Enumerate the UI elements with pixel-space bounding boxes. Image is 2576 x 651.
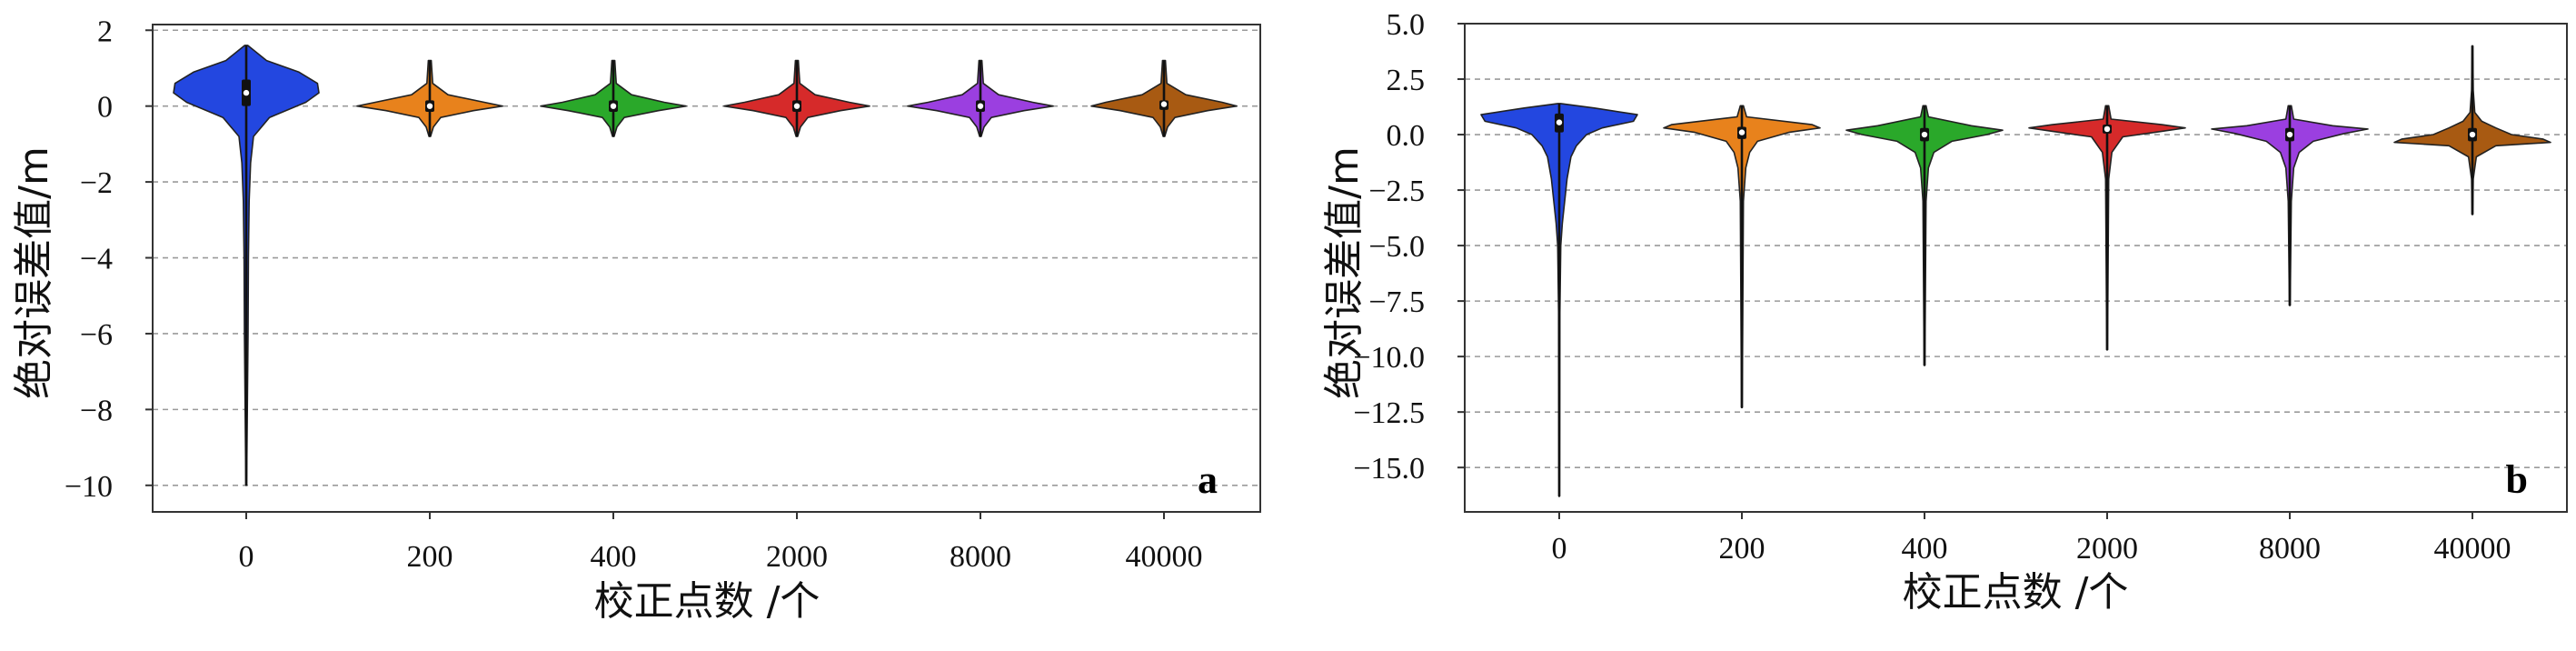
x-tick-label: 400 [1902, 532, 1948, 566]
panel-a-letter: a [1198, 457, 1218, 502]
panel-a-y-axis-title: 绝对误差值/m [11, 146, 57, 399]
panel-b: 5.0 2.5 0.0 −2.5 −5.0 −7.5 −10.0 −12.5 −15.0 0 20… [1321, 8, 2568, 616]
x-tick-label: 40000 [1126, 540, 1203, 574]
x-tick-label: 0 [1552, 532, 1567, 566]
y-tick-label: −2 [80, 166, 113, 200]
y-tick-label: −6 [80, 318, 113, 352]
y-tick-label: 0.0 [1387, 119, 1426, 153]
panel-b-violins [1480, 45, 2551, 497]
panel-a-gridlines [153, 29, 1260, 486]
y-tick-label: 2.5 [1387, 64, 1426, 97]
x-tick-label: 8000 [2259, 532, 2321, 566]
y-tick-label: −15.0 [1353, 452, 1425, 486]
y-tick-label: 0 [97, 91, 113, 125]
panel-b-plot-frame [1464, 23, 2568, 513]
x-tick-label: 200 [407, 540, 453, 574]
y-tick-label: −5.0 [1368, 230, 1425, 264]
violin-median-200 [426, 103, 433, 109]
panel-b-y-ticks: 5.0 2.5 0.0 −2.5 −5.0 −7.5 −10.0 −12.5 −15.0 [1353, 8, 1465, 486]
y-tick-label: 5.0 [1387, 8, 1426, 42]
y-tick-label: 2 [97, 15, 113, 48]
x-tick-label: 2000 [2076, 532, 2138, 566]
panel-a-violins [173, 45, 1238, 486]
x-tick-label: 2000 [766, 540, 828, 574]
y-tick-label: −4 [80, 243, 113, 276]
violin-median-400 [1921, 131, 1928, 138]
violin-median-8000 [2286, 131, 2293, 138]
violin-median-40000 [1160, 101, 1168, 107]
panel-b-x-axis-title: 校正点数 /个 [1903, 569, 2129, 616]
violin-median-8000 [977, 103, 984, 109]
y-tick-label: −10 [65, 470, 113, 504]
x-tick-label: 8000 [950, 540, 1011, 574]
panel-b-x-ticks: 0 200 400 2000 8000 40000 [1552, 512, 2511, 566]
y-tick-label: −8 [80, 394, 113, 427]
violin-median-200 [1738, 129, 1746, 135]
panel-a: 2 0 −2 −4 −6 −8 −10 0 200 400 2000 8000 40000 a 校正点… [11, 15, 1261, 625]
violin-median-0 [1556, 119, 1563, 125]
panel-a-y-ticks: 2 0 −2 −4 −6 −8 −10 [65, 15, 153, 504]
panel-b-letter: b [2506, 457, 2528, 502]
y-tick-label: −10.0 [1353, 341, 1425, 375]
panel-a-x-axis-title: 校正点数 /个 [594, 578, 821, 625]
panel-b-gridlines [1465, 23, 2567, 468]
violin-median-0 [243, 89, 250, 96]
violin-median-2000 [2104, 125, 2111, 133]
panel-b-y-axis-title: 绝对误差值/m [1321, 146, 1368, 399]
panel-a-plot-frame [152, 24, 1261, 513]
x-tick-label: 40000 [2434, 532, 2511, 566]
violin-median-2000 [793, 103, 801, 109]
violin-median-40000 [2469, 131, 2476, 138]
x-tick-label: 200 [1719, 532, 1765, 566]
panel-a-x-ticks: 0 200 400 2000 8000 40000 [239, 512, 1203, 574]
violin-median-400 [610, 103, 617, 109]
y-tick-label: −7.5 [1368, 285, 1425, 319]
y-tick-label: −12.5 [1353, 396, 1425, 430]
x-tick-label: 400 [591, 540, 637, 574]
x-tick-label: 0 [239, 540, 254, 574]
y-tick-label: −2.5 [1368, 175, 1425, 208]
